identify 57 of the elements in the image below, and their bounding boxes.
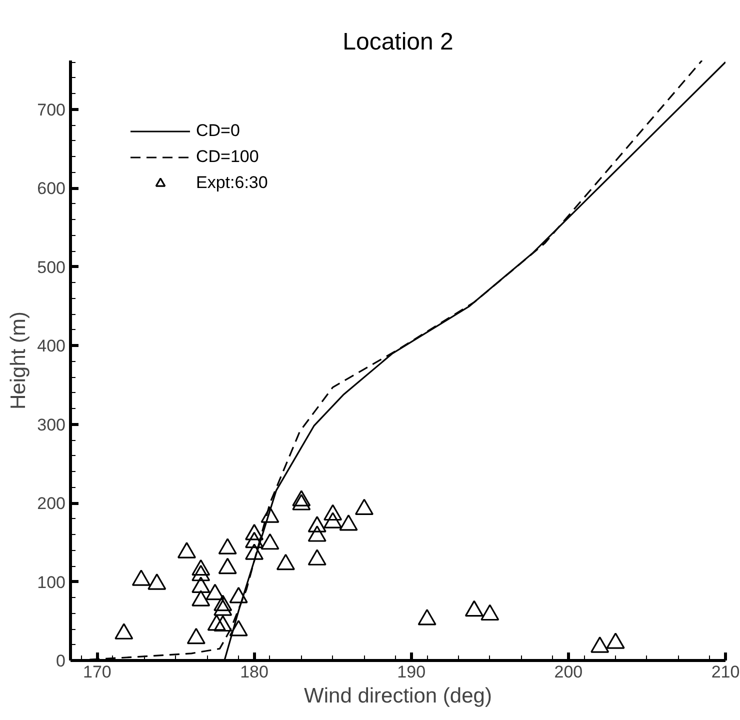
point bbox=[260, 533, 280, 550]
point bbox=[192, 564, 210, 582]
point bbox=[229, 620, 248, 636]
point bbox=[192, 576, 210, 593]
point bbox=[207, 614, 226, 631]
point bbox=[292, 494, 311, 510]
point bbox=[206, 584, 224, 600]
point bbox=[244, 544, 264, 560]
x-tick-label: 170 bbox=[83, 662, 112, 682]
point bbox=[214, 615, 232, 632]
point bbox=[354, 498, 374, 516]
point bbox=[114, 623, 134, 640]
point bbox=[244, 524, 264, 540]
legend-label: CD=100 bbox=[196, 147, 259, 167]
legend-label: CD=0 bbox=[196, 121, 240, 141]
point bbox=[308, 525, 326, 542]
point bbox=[308, 516, 326, 532]
x-tick-label: 180 bbox=[240, 662, 268, 682]
legend-label: Expt:6:30 bbox=[196, 173, 268, 193]
x-axis-title: Wind direction (deg) bbox=[304, 684, 492, 708]
point bbox=[308, 549, 326, 566]
chart-title: Location 2 bbox=[342, 28, 454, 56]
x-tick-label: 200 bbox=[554, 662, 583, 682]
y-tick-label: 500 bbox=[37, 258, 66, 277]
point bbox=[292, 490, 311, 506]
y-tick-label: 200 bbox=[37, 494, 66, 514]
point bbox=[339, 514, 358, 531]
point bbox=[218, 558, 237, 574]
x-tick-label: 210 bbox=[711, 662, 740, 682]
point bbox=[276, 554, 295, 570]
y-tick-label: 300 bbox=[37, 415, 66, 434]
x-tick-label: 190 bbox=[397, 662, 426, 682]
point bbox=[177, 542, 196, 558]
point bbox=[260, 506, 280, 523]
point bbox=[324, 512, 342, 528]
point bbox=[480, 604, 500, 621]
point bbox=[418, 608, 436, 626]
point bbox=[590, 636, 610, 653]
point bbox=[218, 538, 237, 554]
point bbox=[192, 559, 210, 576]
y-tick-label: 100 bbox=[37, 572, 66, 592]
point bbox=[324, 504, 342, 521]
y-axis-title: Height (m) bbox=[7, 311, 30, 410]
point bbox=[214, 594, 232, 612]
point bbox=[229, 586, 248, 604]
y-tick-label: 0 bbox=[56, 652, 66, 670]
point bbox=[148, 574, 166, 590]
y-tick-label: 700 bbox=[37, 100, 66, 120]
y-tick-label: 600 bbox=[37, 179, 66, 198]
point bbox=[606, 632, 625, 649]
point bbox=[244, 532, 264, 548]
point bbox=[192, 590, 210, 606]
point bbox=[186, 628, 206, 644]
point bbox=[464, 600, 484, 617]
point bbox=[214, 599, 232, 616]
y-tick-label: 400 bbox=[37, 336, 66, 356]
point bbox=[132, 570, 150, 586]
